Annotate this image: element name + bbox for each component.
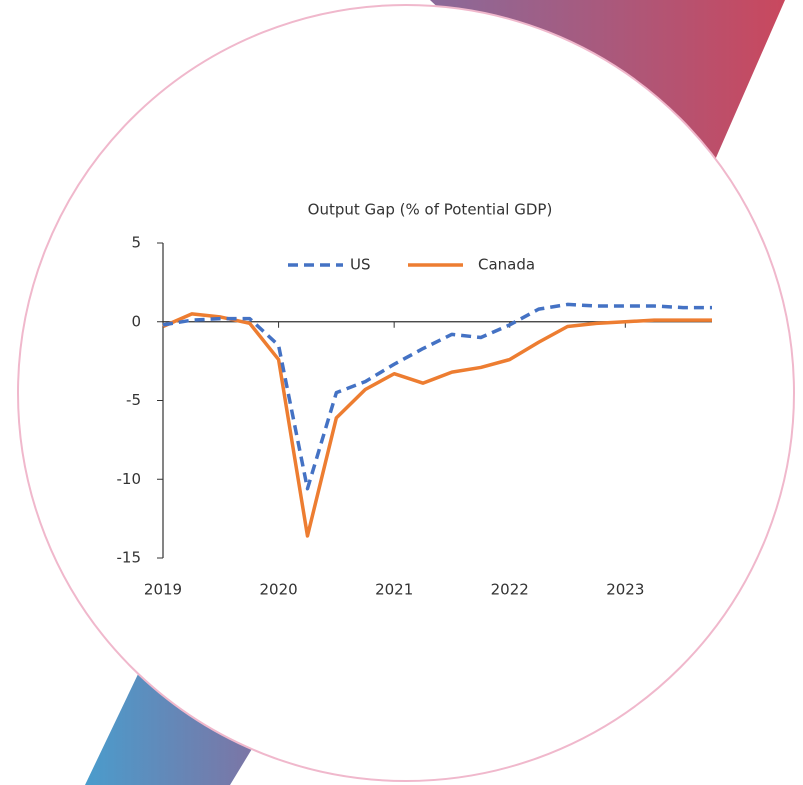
x-tick-label: 2020 [259,581,297,599]
frame-circle [17,4,795,782]
x-tick-label: 2022 [491,581,529,599]
chart-title: Output Gap (% of Potential GDP) [308,201,553,219]
y-tick-label: 0 [131,312,141,330]
y-tick-label: 5 [131,234,141,252]
y-tick-label: -15 [117,549,142,567]
legend-label: US [350,256,371,274]
series-line [162,302,712,491]
y-tick-label: -10 [117,470,142,488]
x-tick-label: 2019 [144,581,182,599]
y-tick-label: -5 [126,391,141,409]
x-tick-label: 2023 [606,581,644,599]
series-line [162,312,712,538]
legend-label: Canada [478,256,535,274]
x-tick-label: 2021 [375,581,413,599]
